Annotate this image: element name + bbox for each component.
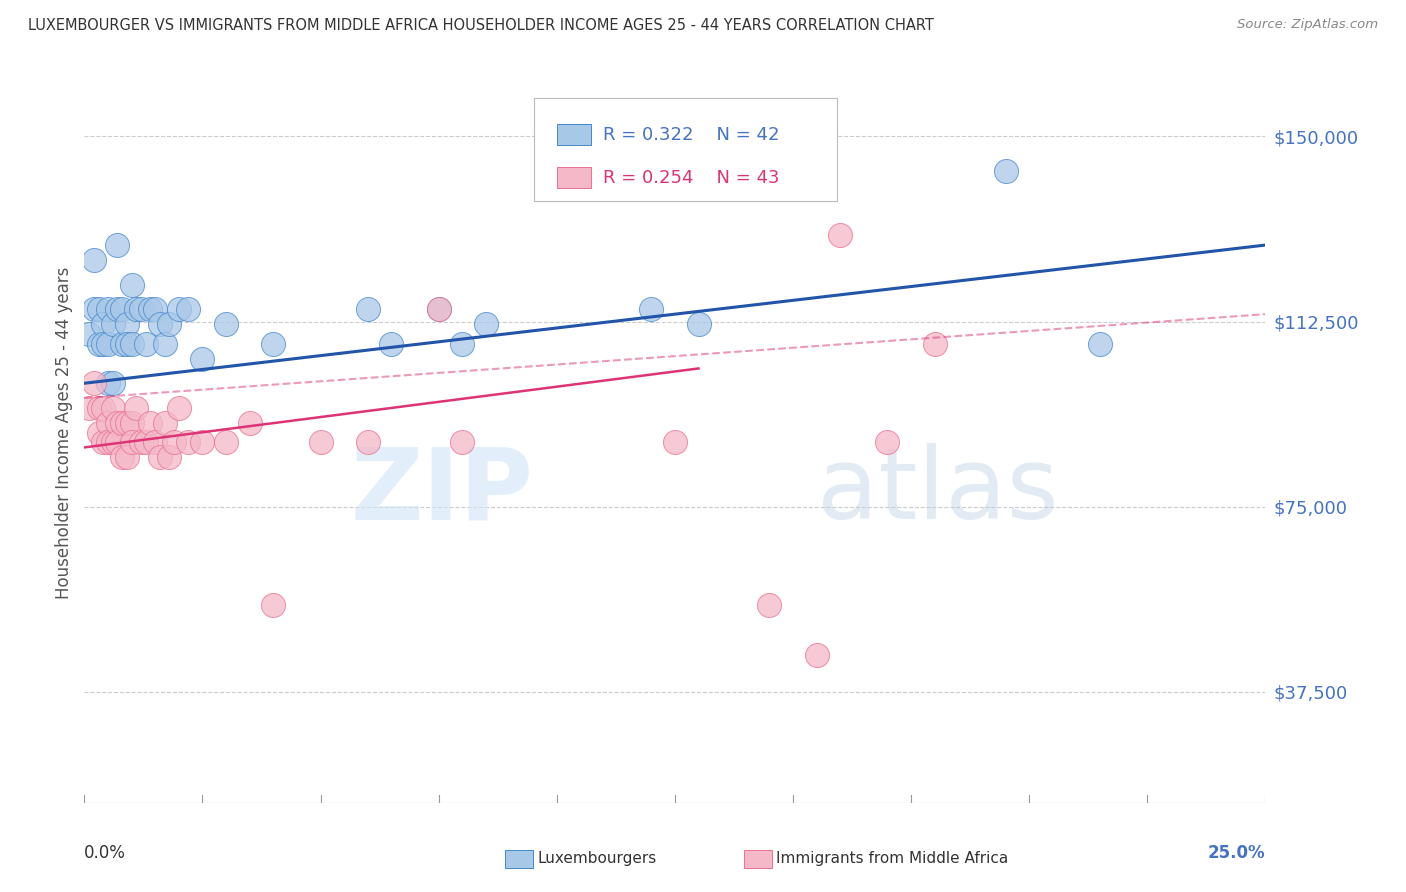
Y-axis label: Householder Income Ages 25 - 44 years: Householder Income Ages 25 - 44 years: [55, 267, 73, 599]
Point: [129, 435, 152, 450]
Point: [87, 425, 110, 440]
Point: [380, 336, 402, 351]
Point: [77, 326, 100, 341]
Point: [87, 302, 110, 317]
Point: [91, 435, 114, 450]
Point: [806, 648, 828, 662]
Point: [139, 416, 162, 430]
Point: [876, 435, 898, 450]
Point: [451, 336, 474, 351]
Point: [111, 302, 134, 317]
Point: [101, 435, 124, 450]
Point: [191, 435, 214, 450]
Point: [129, 302, 152, 317]
Text: Luxembourgers: Luxembourgers: [537, 852, 657, 866]
Point: [163, 435, 186, 450]
Point: [121, 435, 143, 450]
Text: LUXEMBOURGER VS IMMIGRANTS FROM MIDDLE AFRICA HOUSEHOLDER INCOME AGES 25 - 44 YE: LUXEMBOURGER VS IMMIGRANTS FROM MIDDLE A…: [28, 18, 934, 33]
Point: [115, 317, 138, 331]
Point: [475, 317, 498, 331]
Point: [758, 599, 780, 613]
Text: 0.0%: 0.0%: [84, 844, 127, 862]
Point: [1088, 336, 1111, 351]
Point: [215, 317, 238, 331]
Point: [167, 401, 190, 415]
Point: [91, 317, 114, 331]
Point: [994, 164, 1017, 178]
Point: [157, 450, 180, 465]
Text: ZIP: ZIP: [350, 443, 533, 541]
Point: [111, 450, 134, 465]
Point: [427, 302, 450, 317]
Point: [177, 302, 200, 317]
Point: [191, 351, 214, 366]
Point: [97, 416, 120, 430]
Point: [262, 599, 284, 613]
Point: [157, 317, 180, 331]
Point: [262, 336, 284, 351]
Point: [107, 435, 129, 450]
Point: [427, 302, 450, 317]
Text: atlas: atlas: [817, 443, 1059, 541]
Point: [83, 252, 105, 267]
Point: [107, 238, 129, 252]
Point: [135, 435, 157, 450]
Point: [177, 435, 200, 450]
Point: [215, 435, 238, 450]
Point: [77, 401, 100, 415]
Point: [83, 376, 105, 391]
Point: [87, 401, 110, 415]
Point: [143, 302, 166, 317]
Point: [135, 336, 157, 351]
Point: [83, 302, 105, 317]
Point: [97, 302, 120, 317]
Point: [688, 317, 710, 331]
Point: [91, 336, 114, 351]
Point: [239, 416, 262, 430]
Point: [357, 302, 380, 317]
Point: [115, 450, 138, 465]
Point: [149, 450, 172, 465]
Point: [111, 416, 134, 430]
Point: [91, 401, 114, 415]
Point: [121, 277, 143, 292]
Point: [830, 228, 852, 243]
Point: [167, 302, 190, 317]
Point: [924, 336, 946, 351]
Point: [121, 416, 143, 430]
Point: [125, 401, 148, 415]
Point: [101, 317, 124, 331]
Point: [640, 302, 662, 317]
Point: [87, 336, 110, 351]
Point: [115, 336, 138, 351]
Text: R = 0.254    N = 43: R = 0.254 N = 43: [603, 169, 780, 186]
Point: [139, 302, 162, 317]
Point: [143, 435, 166, 450]
Point: [115, 416, 138, 430]
Point: [101, 401, 124, 415]
Point: [97, 435, 120, 450]
Point: [97, 376, 120, 391]
Point: [107, 302, 129, 317]
Point: [97, 336, 120, 351]
Text: Source: ZipAtlas.com: Source: ZipAtlas.com: [1237, 18, 1378, 31]
Point: [451, 435, 474, 450]
Text: 25.0%: 25.0%: [1208, 844, 1265, 862]
Text: Immigrants from Middle Africa: Immigrants from Middle Africa: [776, 852, 1008, 866]
Point: [664, 435, 686, 450]
Point: [149, 317, 172, 331]
Point: [153, 416, 176, 430]
Point: [121, 336, 143, 351]
Point: [153, 336, 176, 351]
Point: [125, 302, 148, 317]
Point: [101, 376, 124, 391]
Point: [357, 435, 380, 450]
Point: [309, 435, 332, 450]
Text: R = 0.322    N = 42: R = 0.322 N = 42: [603, 126, 780, 144]
Point: [107, 416, 129, 430]
Point: [111, 336, 134, 351]
